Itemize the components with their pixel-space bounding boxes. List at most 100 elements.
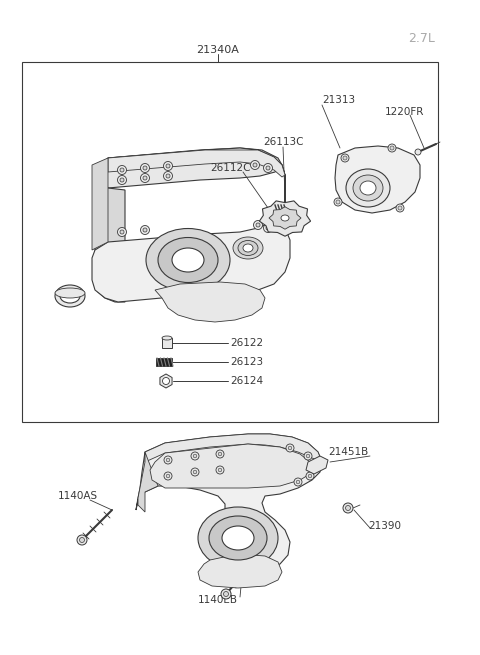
Circle shape	[166, 458, 170, 462]
Circle shape	[264, 164, 273, 172]
Polygon shape	[150, 444, 310, 488]
Circle shape	[396, 204, 404, 212]
Circle shape	[166, 164, 170, 168]
Ellipse shape	[346, 169, 390, 207]
Circle shape	[77, 535, 87, 545]
Polygon shape	[95, 168, 125, 302]
Ellipse shape	[55, 288, 85, 298]
Circle shape	[216, 450, 224, 458]
Text: 21390: 21390	[368, 521, 401, 531]
Text: 1140AS: 1140AS	[58, 491, 98, 501]
Circle shape	[343, 503, 353, 513]
Circle shape	[118, 227, 127, 236]
Circle shape	[306, 472, 314, 480]
Circle shape	[193, 470, 197, 474]
Circle shape	[218, 452, 222, 456]
Circle shape	[141, 164, 149, 172]
Text: 1140EB: 1140EB	[198, 595, 238, 605]
Polygon shape	[335, 146, 420, 213]
Circle shape	[266, 166, 270, 170]
Ellipse shape	[360, 181, 376, 195]
Polygon shape	[92, 148, 290, 302]
Polygon shape	[155, 282, 265, 322]
Text: 21451B: 21451B	[328, 447, 368, 457]
Text: 2.7L: 2.7L	[408, 31, 435, 45]
Ellipse shape	[233, 237, 263, 259]
Text: 26113C: 26113C	[263, 137, 303, 147]
Circle shape	[143, 166, 147, 170]
Polygon shape	[259, 201, 311, 236]
Ellipse shape	[222, 526, 254, 550]
Circle shape	[166, 474, 170, 477]
Circle shape	[264, 223, 273, 233]
Circle shape	[288, 446, 292, 450]
Text: 26122: 26122	[230, 338, 263, 348]
Polygon shape	[306, 456, 328, 474]
Circle shape	[415, 149, 421, 155]
Circle shape	[296, 480, 300, 484]
Polygon shape	[160, 374, 172, 388]
Circle shape	[253, 163, 257, 167]
Circle shape	[388, 144, 396, 152]
Circle shape	[256, 223, 260, 227]
Circle shape	[341, 154, 349, 162]
Circle shape	[346, 506, 350, 510]
Circle shape	[164, 162, 172, 170]
Circle shape	[191, 468, 199, 476]
Ellipse shape	[162, 336, 172, 340]
Circle shape	[193, 454, 197, 458]
Ellipse shape	[158, 238, 218, 282]
Circle shape	[118, 166, 127, 174]
Ellipse shape	[146, 229, 230, 291]
Text: 21340A: 21340A	[197, 45, 240, 55]
Circle shape	[120, 178, 124, 182]
Ellipse shape	[209, 516, 267, 560]
Circle shape	[294, 478, 302, 486]
Circle shape	[308, 474, 312, 477]
Circle shape	[164, 172, 172, 181]
Text: 26123: 26123	[230, 357, 263, 367]
Circle shape	[336, 200, 340, 204]
Circle shape	[141, 174, 149, 183]
Circle shape	[143, 228, 147, 232]
Circle shape	[334, 198, 342, 206]
Circle shape	[164, 456, 172, 464]
Circle shape	[191, 452, 199, 460]
Circle shape	[143, 176, 147, 180]
Circle shape	[266, 226, 270, 230]
Bar	[162, 338, 172, 348]
Circle shape	[120, 230, 124, 234]
Circle shape	[253, 221, 263, 229]
Ellipse shape	[60, 289, 80, 303]
Polygon shape	[95, 148, 282, 195]
Ellipse shape	[243, 244, 253, 252]
Circle shape	[224, 591, 228, 597]
Ellipse shape	[238, 240, 258, 255]
Text: 21313: 21313	[322, 95, 355, 105]
Circle shape	[304, 452, 312, 460]
Circle shape	[163, 377, 169, 384]
Polygon shape	[269, 207, 301, 229]
Circle shape	[398, 206, 402, 210]
Ellipse shape	[198, 507, 278, 569]
Polygon shape	[108, 150, 285, 177]
Circle shape	[286, 444, 294, 452]
Text: 26112C: 26112C	[210, 163, 251, 173]
Bar	[22, 62, 438, 422]
Text: 26124: 26124	[230, 376, 263, 386]
Polygon shape	[198, 554, 282, 588]
Circle shape	[221, 589, 231, 599]
Circle shape	[216, 466, 224, 474]
Circle shape	[120, 168, 124, 172]
Circle shape	[80, 538, 84, 542]
Circle shape	[306, 454, 310, 458]
Circle shape	[166, 174, 170, 178]
Circle shape	[118, 176, 127, 185]
Polygon shape	[138, 452, 158, 512]
Circle shape	[251, 160, 260, 170]
Ellipse shape	[55, 285, 85, 307]
Ellipse shape	[353, 175, 383, 201]
Circle shape	[343, 156, 347, 160]
Ellipse shape	[172, 248, 204, 272]
Ellipse shape	[281, 215, 289, 221]
